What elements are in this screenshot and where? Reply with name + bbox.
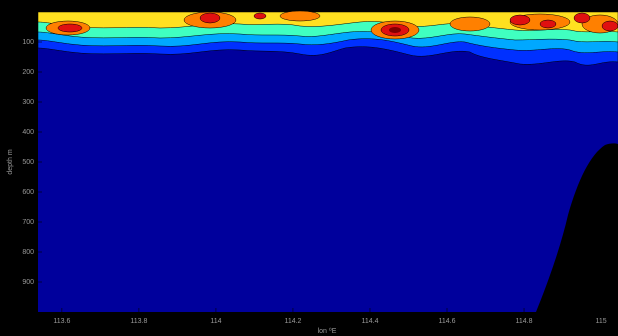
x-tick-label: 113.8	[130, 318, 147, 325]
x-tick-label: 114.2	[284, 318, 301, 325]
core	[389, 27, 401, 33]
y-tick-label: 400	[22, 129, 34, 136]
x-tick-label: 115	[595, 318, 606, 325]
y-tick-label: 100	[22, 39, 34, 46]
y-tick-label: 800	[22, 249, 34, 256]
red-blobs	[57, 12, 618, 37]
x-tick-label: 113.6	[53, 318, 70, 325]
contour-field	[37, 10, 618, 312]
y-tick-label: 500	[22, 159, 34, 166]
x-tick-label: 114.4	[361, 318, 378, 325]
y-tick-label: 700	[22, 219, 34, 226]
y-tick-label: 600	[22, 189, 34, 196]
y-tick-label: 900	[22, 279, 34, 286]
x-tick-label: 114	[210, 318, 221, 325]
y-axis-label: depth m	[7, 149, 14, 174]
seafloor	[536, 143, 618, 312]
y-tick-label: 300	[22, 99, 34, 106]
x-tick-label: 114.6	[439, 318, 456, 325]
x-tick-label: 114.8	[516, 318, 533, 325]
x-axis-label: lon ⁰E	[318, 327, 337, 335]
y-tick-label: 200	[22, 69, 34, 76]
